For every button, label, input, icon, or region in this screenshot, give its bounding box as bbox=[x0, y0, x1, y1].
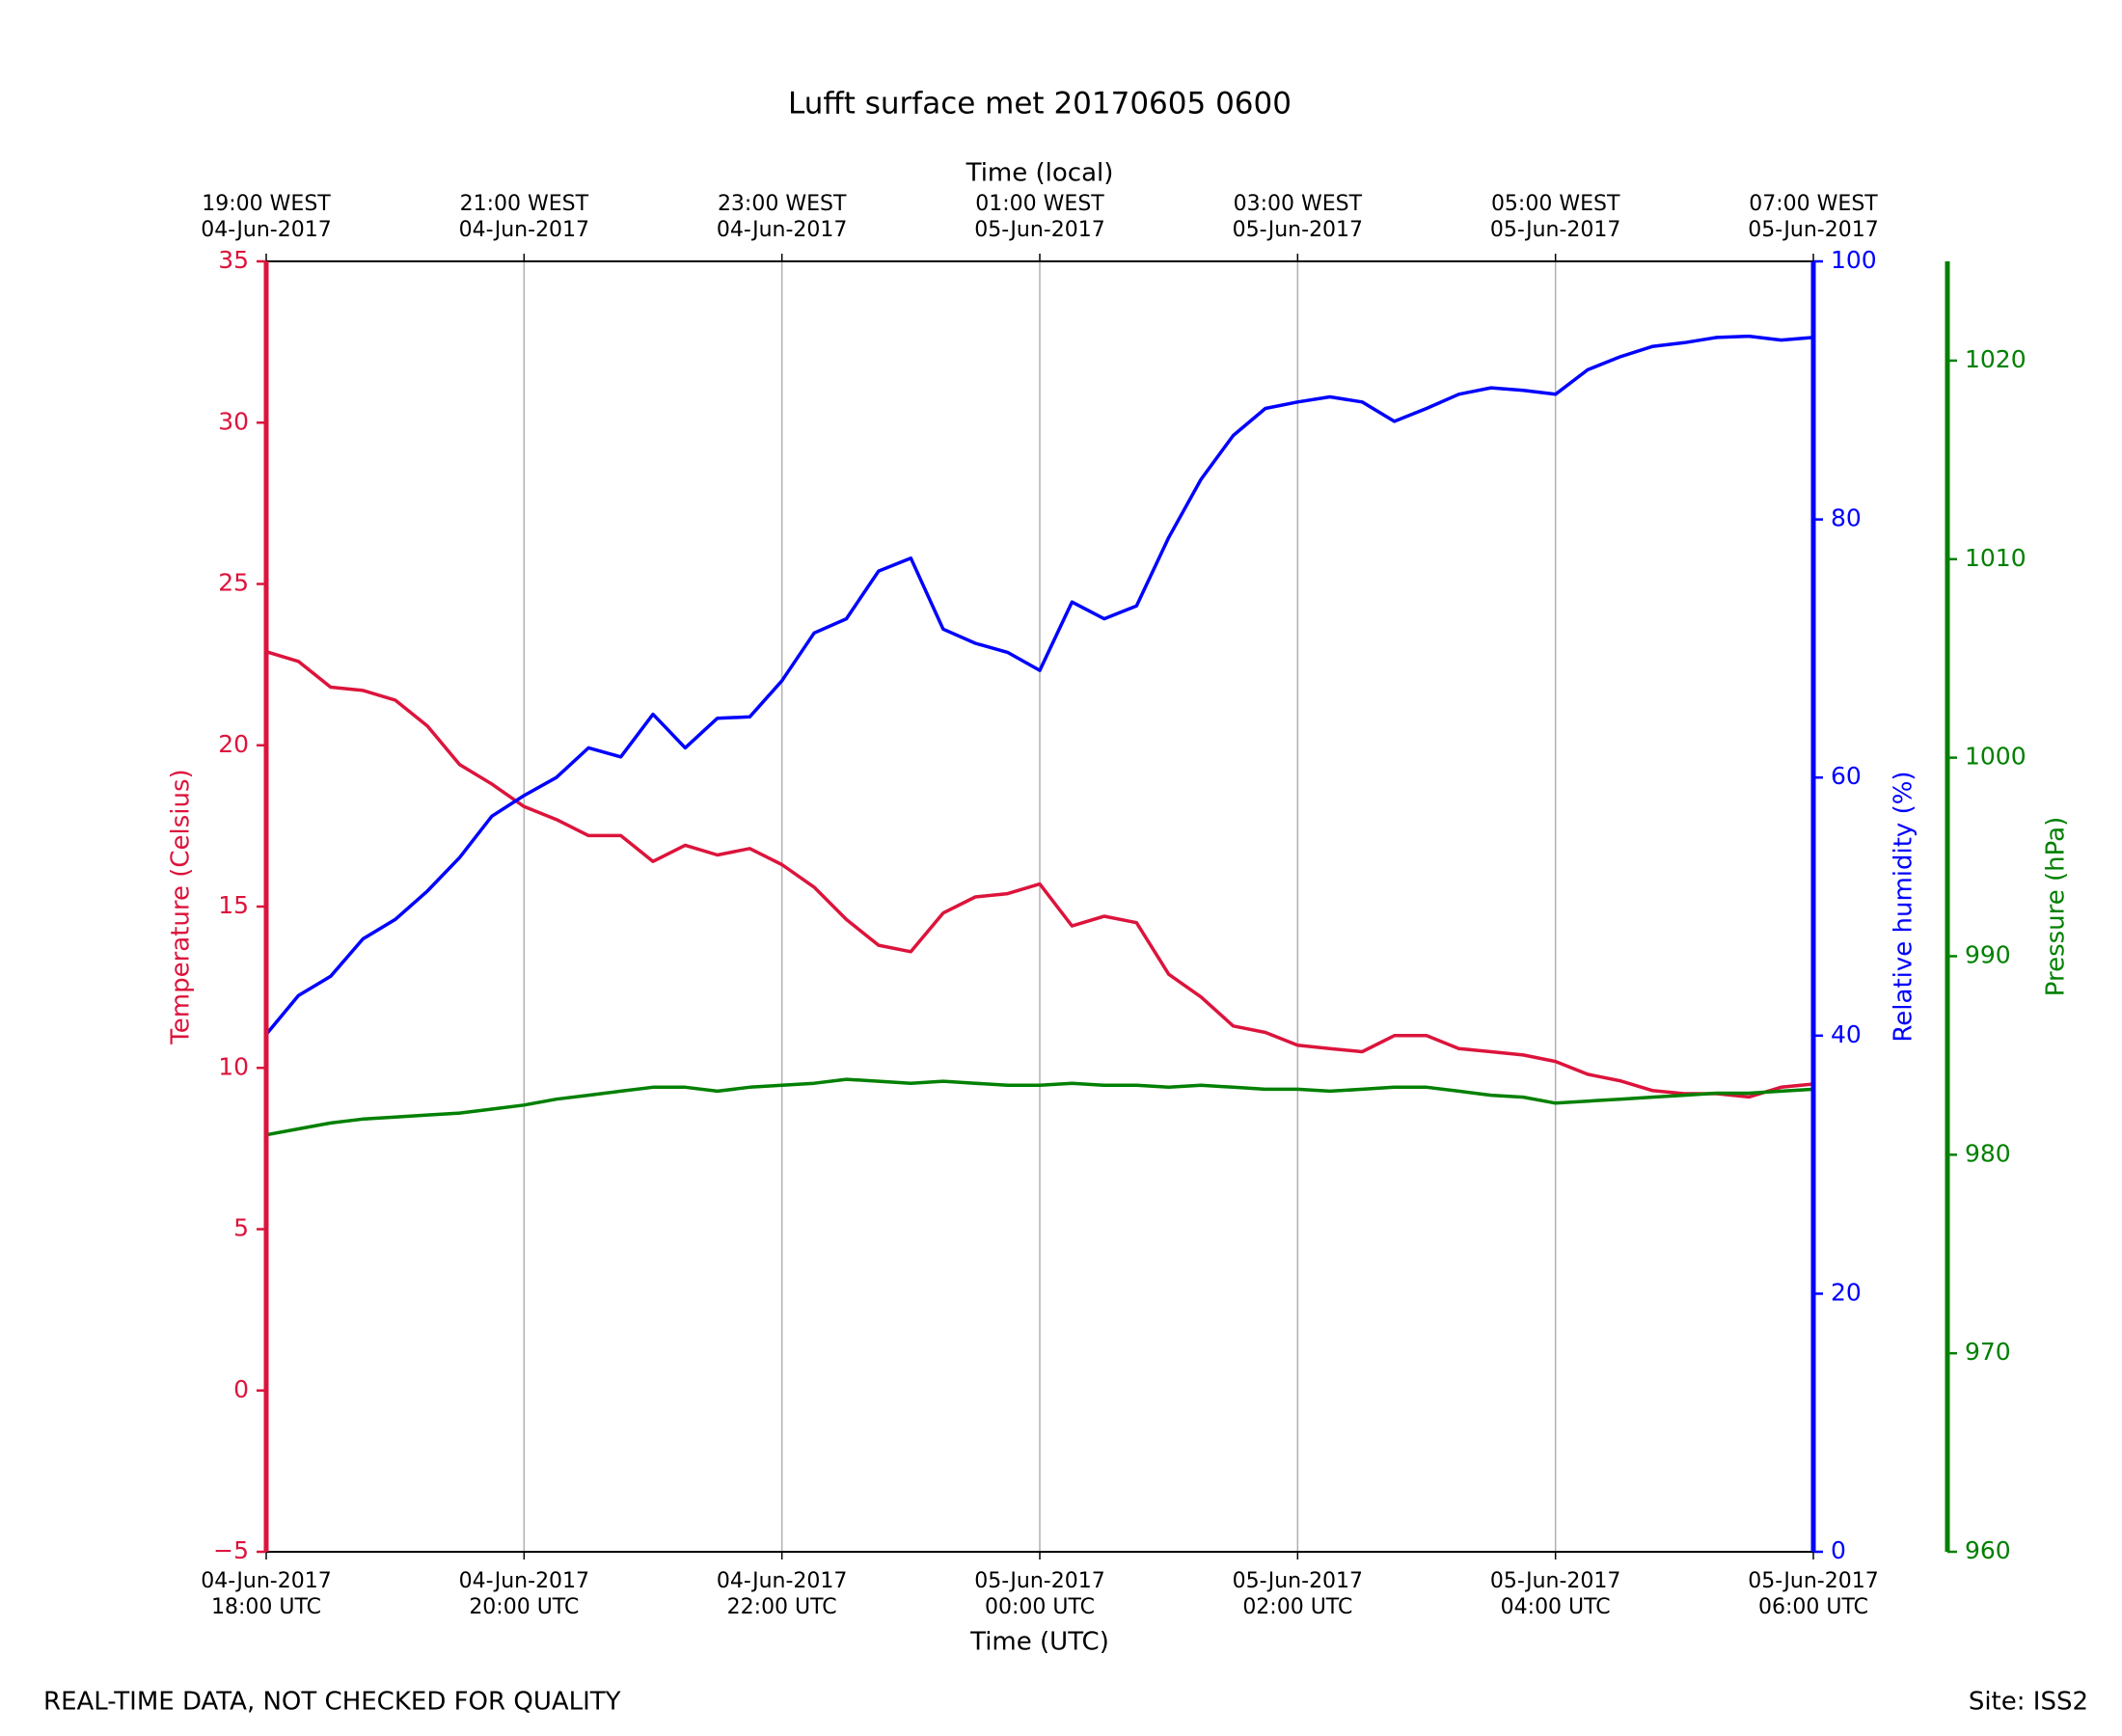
y3-tick-label: 960 bbox=[1965, 1536, 2011, 1564]
x2-tick-label: 05-Jun-2017 bbox=[1490, 218, 1620, 242]
y-tick-label: −5 bbox=[213, 1536, 249, 1564]
x2-tick-label: 05-Jun-2017 bbox=[1748, 218, 1878, 242]
y-tick-label: 0 bbox=[233, 1375, 249, 1403]
y3-tick-label: 1020 bbox=[1965, 345, 2027, 373]
x-tick-label: 00:00 UTC bbox=[985, 1595, 1095, 1619]
x2-tick-label: 05-Jun-2017 bbox=[974, 218, 1104, 242]
x-tick-label: 04-Jun-2017 bbox=[201, 1569, 331, 1593]
y-tick-label: 15 bbox=[218, 891, 249, 919]
y2-tick-label: 80 bbox=[1831, 504, 1862, 532]
x2-tick-label: 19:00 WEST bbox=[202, 192, 331, 216]
x-tick-label: 04-Jun-2017 bbox=[459, 1569, 589, 1593]
x-tick-label: 05-Jun-2017 bbox=[1233, 1569, 1363, 1593]
x-tick-label: 06:00 UTC bbox=[1758, 1595, 1868, 1619]
data-line bbox=[264, 334, 1814, 1036]
y2-tick-label: 60 bbox=[1831, 762, 1862, 790]
y-tick-label: 10 bbox=[218, 1052, 249, 1080]
y3-tick-label: 980 bbox=[1965, 1139, 2011, 1167]
data-line bbox=[265, 650, 1814, 1099]
footer-note: REAL-TIME DATA, NOT CHECKED FOR QUALITY bbox=[43, 1688, 621, 1717]
x-tick-label: 05-Jun-2017 bbox=[1748, 1569, 1878, 1593]
data-line bbox=[265, 1077, 1814, 1137]
y2-tick-label: 40 bbox=[1831, 1020, 1862, 1048]
x2-tick-label: 04-Jun-2017 bbox=[459, 218, 589, 242]
x-tick-label: 18:00 UTC bbox=[211, 1595, 321, 1619]
y3-tick-label: 1010 bbox=[1965, 544, 2027, 572]
x2-axis-label: Time (local) bbox=[966, 159, 1114, 188]
x2-tick-label: 07:00 WEST bbox=[1749, 192, 1878, 216]
x-axis-label: Time (UTC) bbox=[969, 1628, 1109, 1657]
x-tick-label: 04-Jun-2017 bbox=[717, 1569, 847, 1593]
x2-tick-label: 04-Jun-2017 bbox=[717, 218, 847, 242]
y3-axis-label: Pressure (hPa) bbox=[2042, 817, 2071, 997]
y2-tick-label: 20 bbox=[1831, 1278, 1862, 1306]
y2-tick-label: 0 bbox=[1831, 1536, 1846, 1564]
x2-tick-label: 04-Jun-2017 bbox=[201, 218, 331, 242]
x-tick-label: 04:00 UTC bbox=[1501, 1595, 1611, 1619]
x-tick-label: 20:00 UTC bbox=[469, 1595, 579, 1619]
y3-tick-label: 1000 bbox=[1965, 743, 2027, 771]
y3-tick-label: 990 bbox=[1965, 940, 2011, 968]
y3-tick-label: 970 bbox=[1965, 1338, 2011, 1366]
y2-axis-label: Relative humidity (%) bbox=[1890, 771, 1918, 1042]
x-tick-label: 05-Jun-2017 bbox=[1490, 1569, 1620, 1593]
x2-tick-label: 01:00 WEST bbox=[975, 192, 1104, 216]
chart-title: Lufft surface met 20170605 0600 bbox=[788, 87, 1292, 122]
y-tick-label: 5 bbox=[233, 1214, 249, 1242]
x2-tick-label: 03:00 WEST bbox=[1234, 192, 1363, 216]
y-axis-label: Temperature (Celsius) bbox=[167, 769, 196, 1044]
footer-site: Site: ISS2 bbox=[1969, 1688, 2088, 1717]
y-tick-label: 25 bbox=[218, 569, 249, 597]
y-tick-label: 20 bbox=[218, 730, 249, 758]
x2-tick-label: 05:00 WEST bbox=[1491, 192, 1620, 216]
x2-tick-label: 23:00 WEST bbox=[718, 192, 847, 216]
x-tick-label: 05-Jun-2017 bbox=[974, 1569, 1104, 1593]
x-tick-label: 22:00 UTC bbox=[727, 1595, 837, 1619]
y2-tick-label: 100 bbox=[1831, 246, 1877, 274]
y-tick-label: 35 bbox=[218, 246, 249, 274]
y-tick-label: 30 bbox=[218, 407, 249, 435]
x2-tick-label: 21:00 WEST bbox=[460, 192, 589, 216]
x-tick-label: 02:00 UTC bbox=[1242, 1595, 1352, 1619]
x2-tick-label: 05-Jun-2017 bbox=[1233, 218, 1363, 242]
